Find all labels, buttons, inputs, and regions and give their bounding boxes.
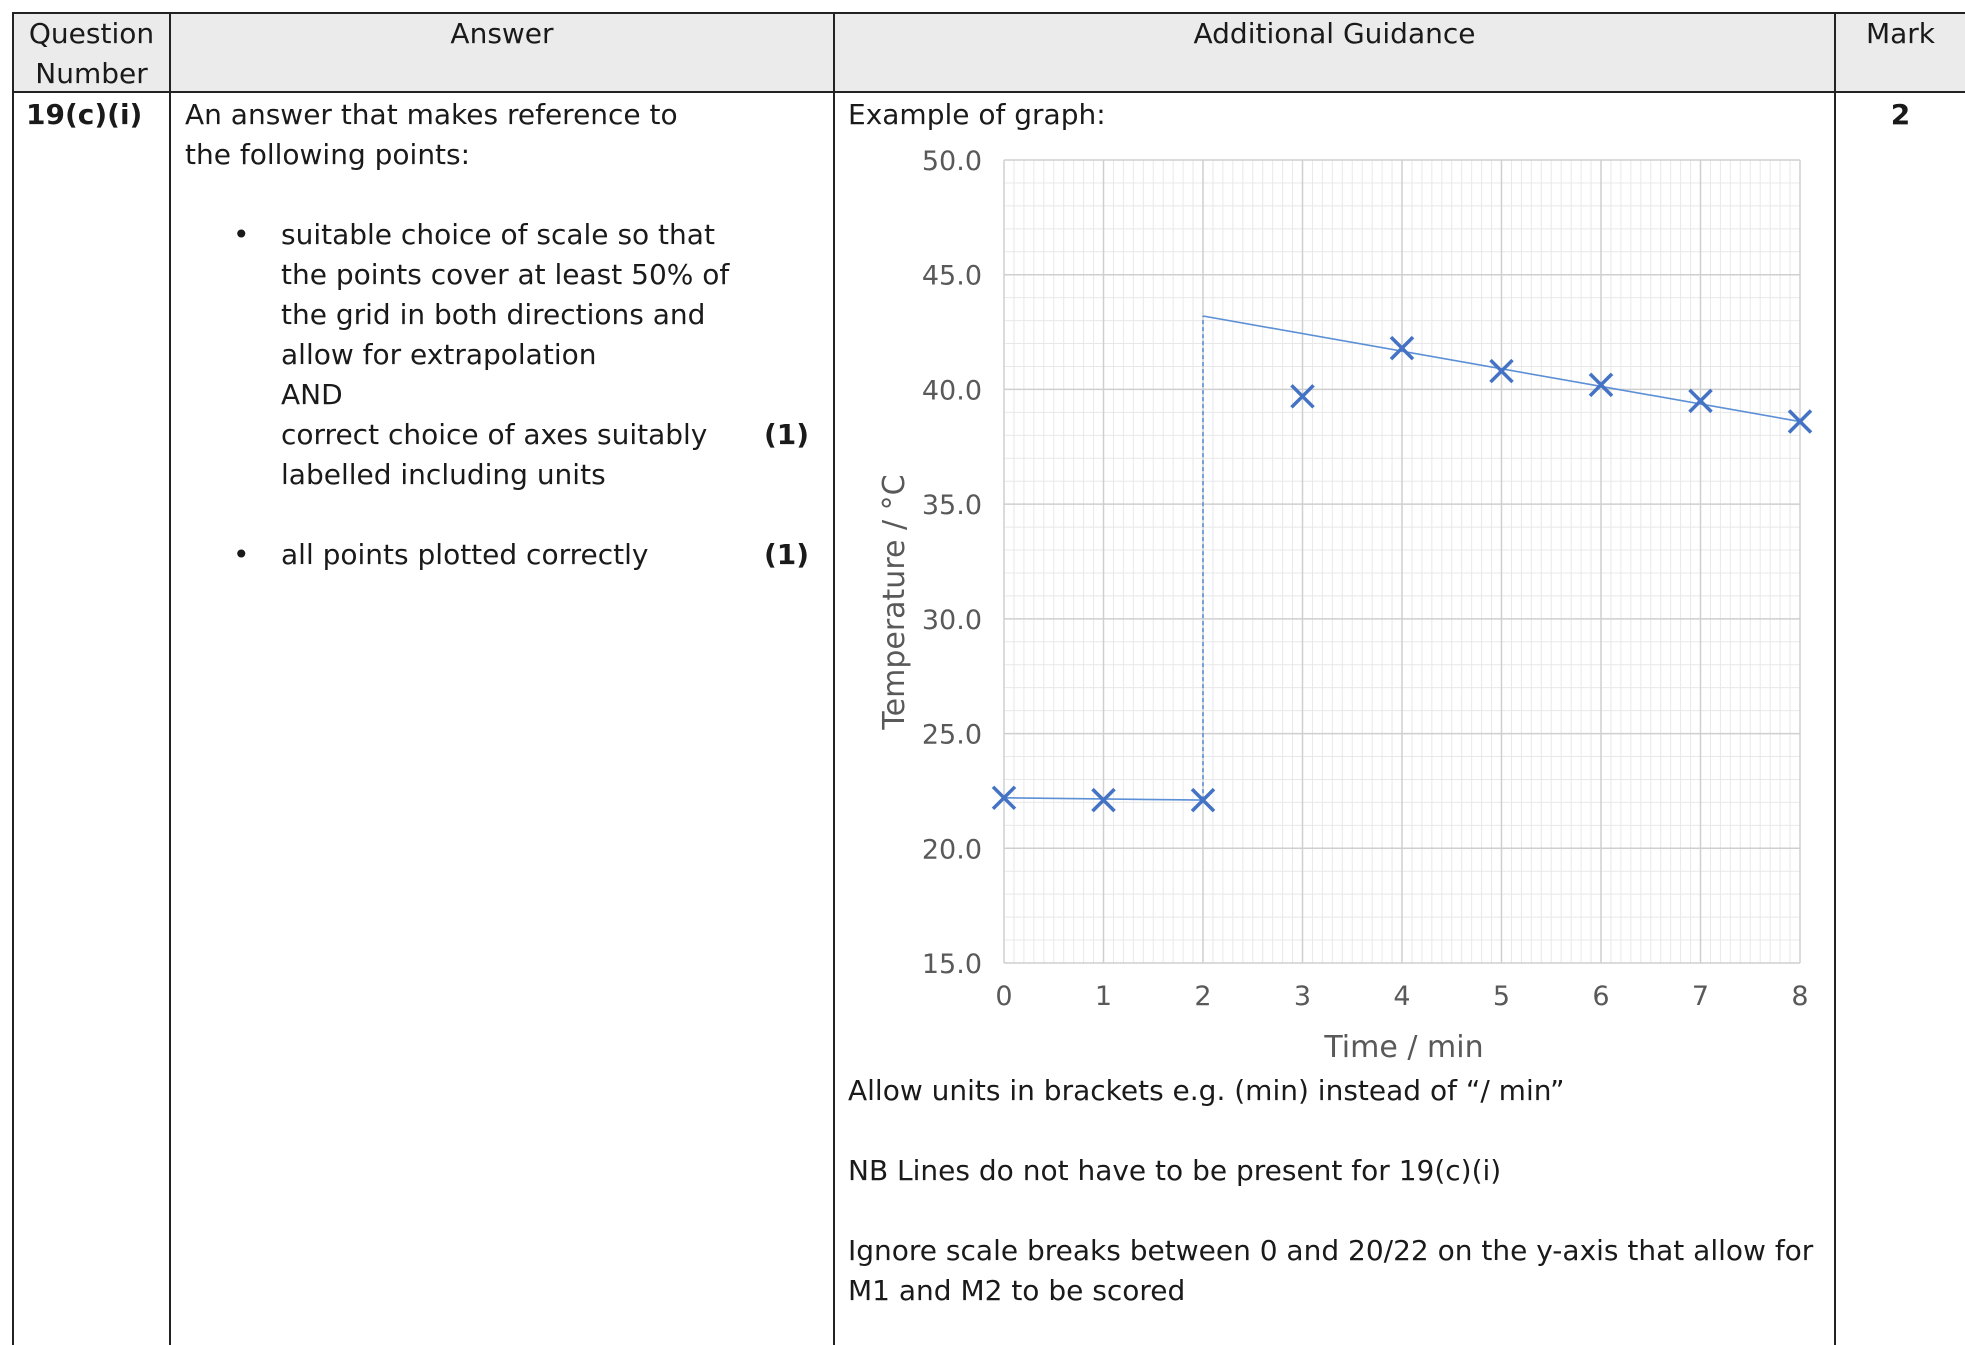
x-tick-label: 2: [1194, 981, 1211, 1012]
y-tick-label: 30.0: [922, 605, 982, 636]
header-row-background: [13, 13, 1965, 91]
bullet2-mark: (1): [764, 538, 810, 571]
data-point-marker: [1688, 388, 1713, 414]
bullet1-line6: correct choice of axes suitably: [281, 418, 708, 451]
y-axis-label: Temperature / °C: [877, 474, 912, 730]
data-point-marker: [1787, 409, 1813, 434]
x-tick-label: 6: [1592, 981, 1609, 1012]
x-tick-label: 8: [1791, 981, 1808, 1012]
y-tick-label: 40.0: [922, 375, 982, 406]
temperature-time-graph: 15.0 20.0 25.0 30.0 35.0 40.0 45.0 50.0 0 1 2 3 4 5 6…: [877, 146, 1813, 1065]
data-point-marker: [1489, 358, 1514, 384]
marker-stroke: [1389, 335, 1415, 361]
guidance-intro: Example of graph:: [848, 98, 1106, 131]
bullet-marker-2: •: [233, 538, 250, 571]
y-tick-label: 45.0: [922, 261, 982, 292]
data-point-marker: [1190, 787, 1216, 813]
x-axis-label: Time / min: [1323, 1030, 1483, 1065]
marker-stroke: [1688, 388, 1713, 414]
y-tick-labels: 15.0 20.0 25.0 30.0 35.0 40.0 45.0 50.0: [922, 146, 982, 980]
guidance-note-scale-line1: Ignore scale breaks between 0 and 20/22 …: [848, 1234, 1814, 1267]
header-question-number: Question Number: [28, 17, 155, 90]
table-top-border: [12, 12, 1965, 14]
x-tick-labels: 0 1 2 3 4 5 6 7 8: [995, 981, 1808, 1012]
guidance-note-units: Allow units in brackets e.g. (min) inste…: [848, 1074, 1565, 1107]
header-bottom-border: [12, 91, 1965, 93]
header-mark: Mark: [1865, 17, 1936, 50]
x-tick-label: 5: [1493, 981, 1510, 1012]
bullet-marker-1: •: [233, 218, 250, 251]
bullet1-line4: allow for extrapolation: [281, 338, 597, 371]
bullet1-line5: AND: [281, 378, 343, 411]
bullet1-line7: labelled including units: [281, 458, 606, 491]
y-tick-label: 15.0: [922, 949, 982, 980]
marker-stroke: [1489, 358, 1514, 384]
marker-stroke: [1787, 409, 1813, 434]
bullet1-mark: (1): [764, 418, 810, 451]
data-markers: [991, 335, 1813, 813]
bullet1-line2: the points cover at least 50% of: [281, 258, 730, 291]
marker-stroke: [1290, 384, 1315, 409]
x-tick-label: 1: [1095, 981, 1112, 1012]
answer-intro-line1: An answer that makes reference to: [185, 98, 678, 131]
marker-stroke: [1190, 787, 1216, 813]
col-border-left: [12, 12, 14, 1345]
x-tick-label: 0: [995, 981, 1012, 1012]
data-point-marker: [1290, 384, 1315, 409]
header-additional-guidance: Additional Guidance: [1193, 17, 1476, 50]
x-tick-label: 4: [1393, 981, 1410, 1012]
header-answer: Answer: [450, 17, 554, 50]
marker-stroke: [991, 785, 1017, 811]
marker-stroke: [1091, 787, 1116, 813]
data-point-marker: [1588, 372, 1614, 398]
guidance-note-lines: NB Lines do not have to be present for 1…: [848, 1154, 1502, 1187]
x-tick-label: 3: [1294, 981, 1311, 1012]
data-point-marker: [1091, 787, 1116, 813]
y-tick-label: 35.0: [922, 490, 982, 521]
y-tick-label: 25.0: [922, 720, 982, 751]
col-border-2: [833, 12, 835, 1345]
marker-stroke: [1588, 372, 1614, 398]
col-border-3: [1834, 12, 1836, 1345]
col-border-1: [169, 12, 171, 1345]
bullet2-text: all points plotted correctly: [281, 538, 649, 571]
bullet1-line1: suitable choice of scale so that: [281, 218, 715, 251]
mark-value: 2: [1890, 98, 1911, 131]
guidance-note-scale-line2: M1 and M2 to be scored: [848, 1274, 1186, 1307]
question-id: 19(c)(i): [26, 98, 143, 131]
data-point-marker: [1389, 335, 1415, 361]
y-tick-label: 50.0: [922, 146, 982, 177]
grid-major: [1003, 159, 1801, 964]
data-point-marker: [991, 785, 1017, 811]
bullet1-line3: the grid in both directions and: [281, 298, 706, 331]
x-tick-label: 7: [1692, 981, 1709, 1012]
y-tick-label: 20.0: [922, 834, 982, 865]
answer-intro-line2: the following points:: [185, 138, 471, 171]
